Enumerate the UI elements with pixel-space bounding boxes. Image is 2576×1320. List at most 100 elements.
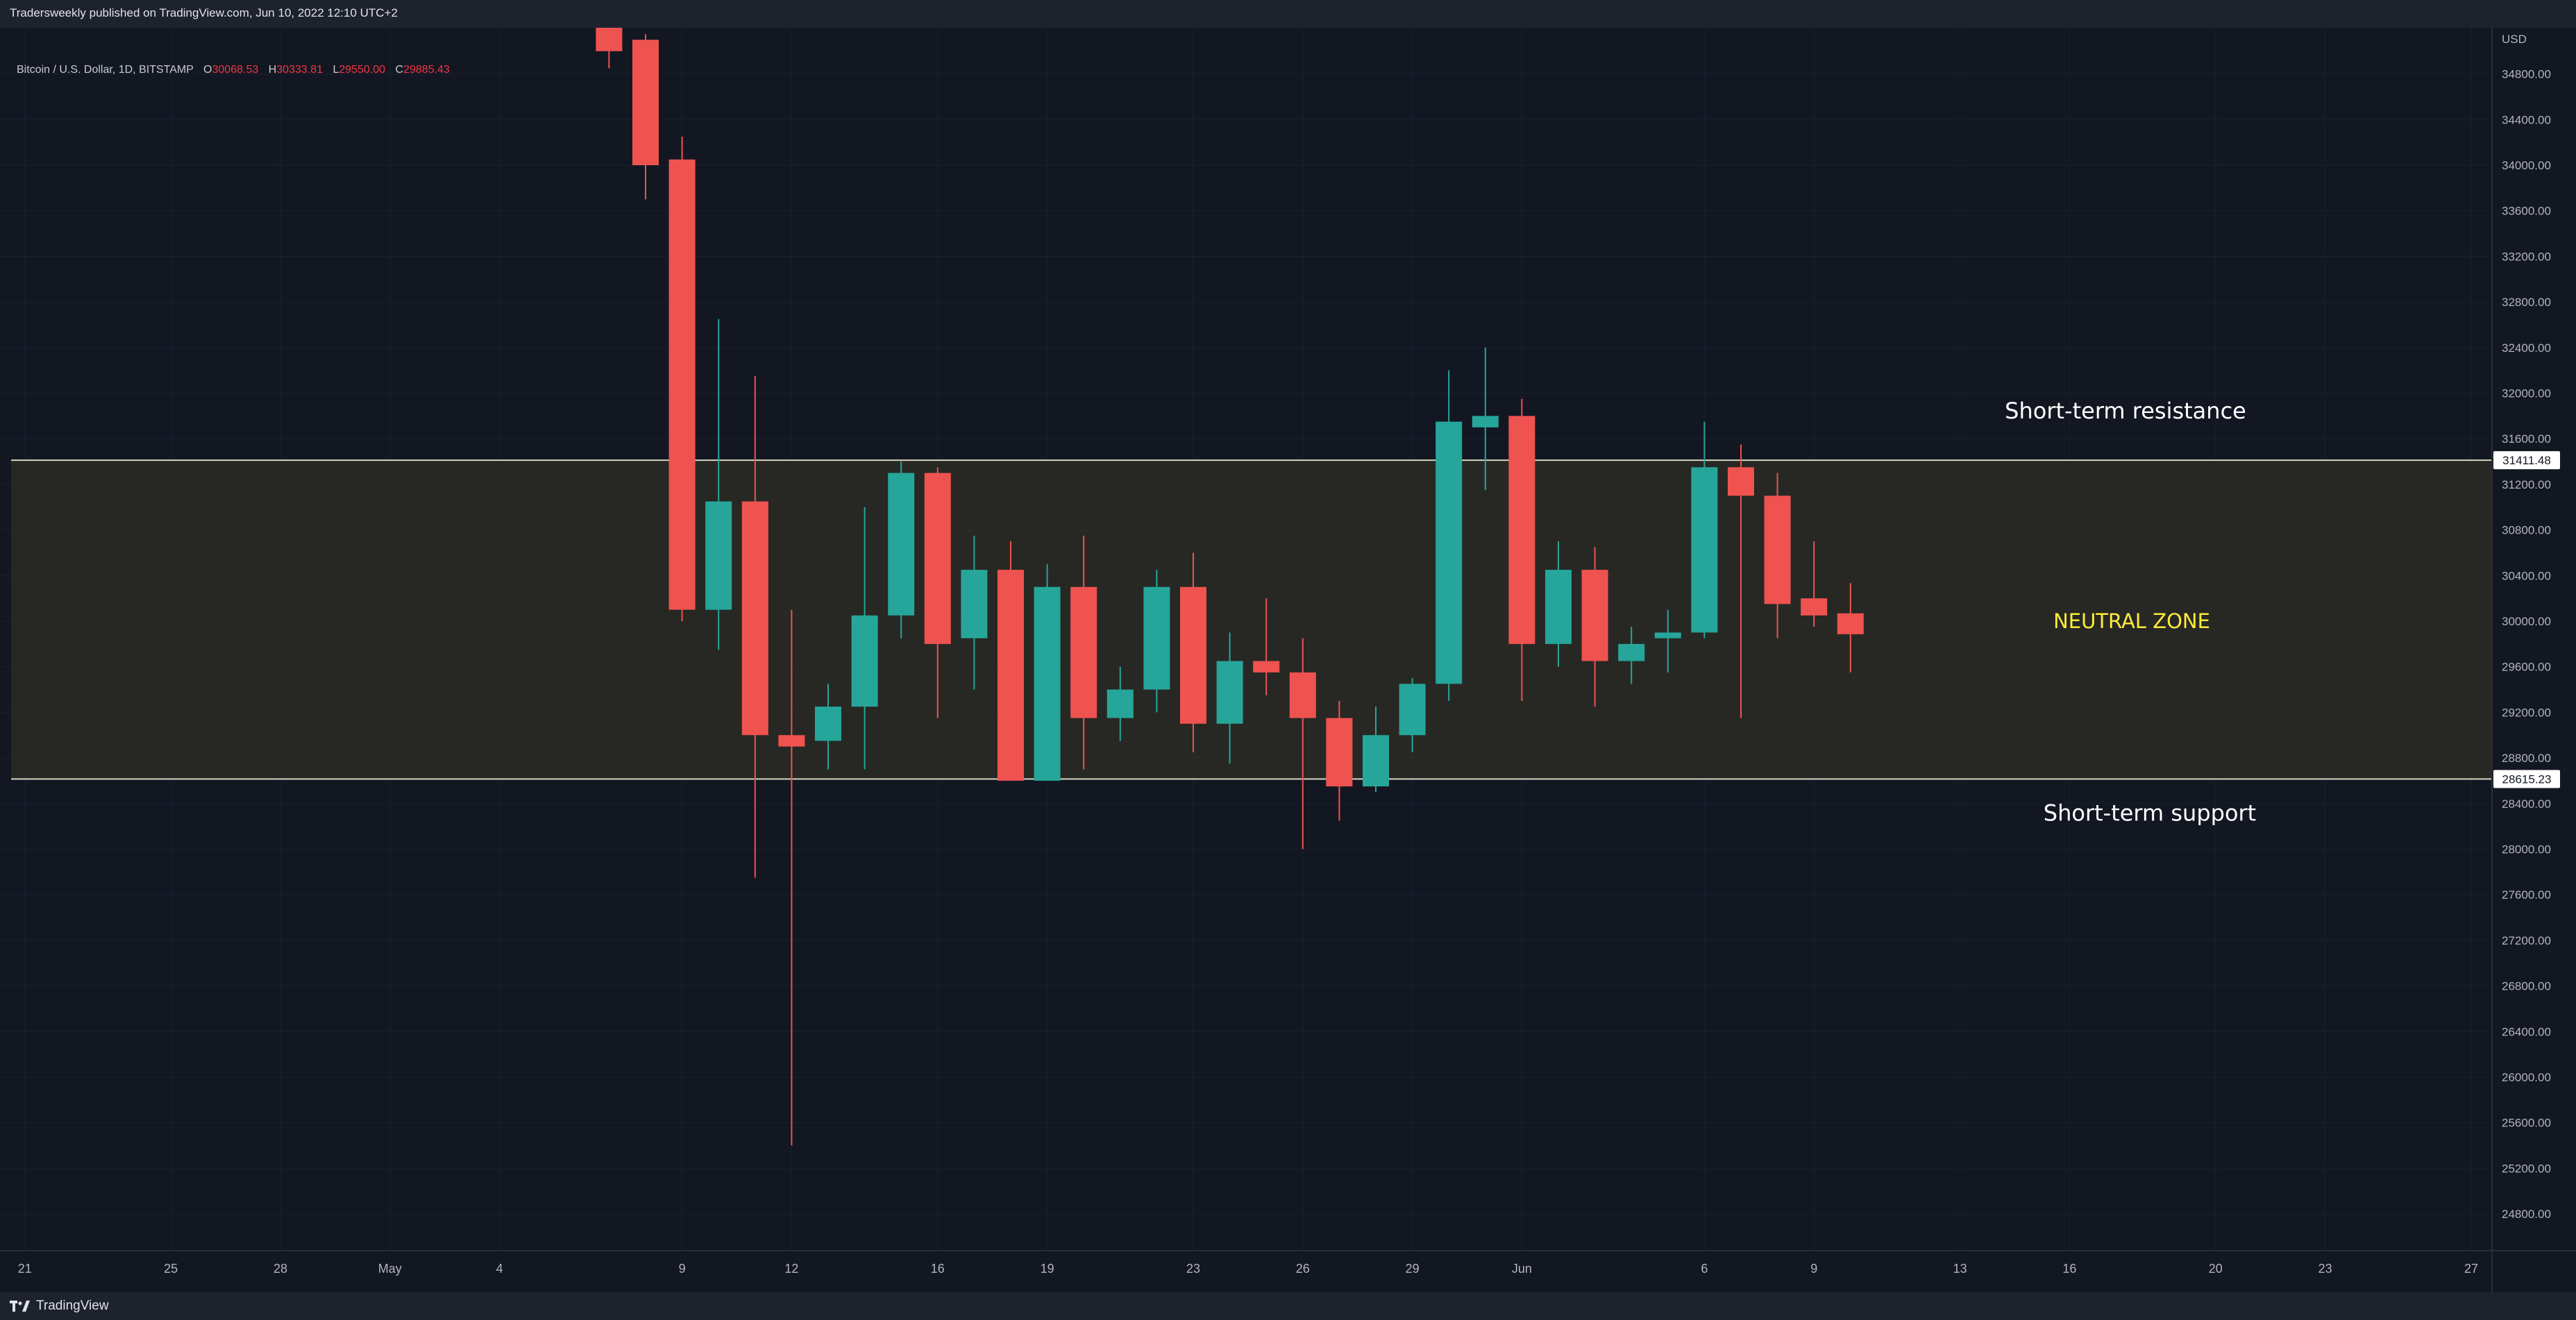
price-tick-label: 25600.00 [2502,1117,2551,1130]
candle-up [1143,570,1170,713]
publish-info: Tradersweekly published on TradingView.c… [10,6,398,19]
price-axis[interactable]: USD 24800.00 25200.00 25600.00 26000.00 26400… [2491,28,2576,1292]
candle-body [997,570,1024,781]
candle-body [1801,598,1828,616]
candle-body [1545,570,1572,644]
candle-down [1070,535,1097,770]
open-value: 30068.53 [212,64,259,76]
price-tick-label: 34000.00 [2502,159,2551,172]
price-tick-label: 31200.00 [2502,478,2551,491]
candle-body [1180,586,1206,724]
candlestick-chart[interactable]: USD 24800.00 25200.00 25600.00 26000.00 26400… [0,28,2576,1292]
candle-up [705,319,732,650]
candle-body [632,40,659,166]
candle-body [851,615,878,707]
price-tick-label: 29200.00 [2502,706,2551,719]
price-tick-label: 26000.00 [2502,1071,2551,1084]
time-tick-label: 9 [679,1262,686,1276]
price-tick-label: 33600.00 [2502,205,2551,218]
candle-down [1837,583,1864,672]
price-tick-label: 33200.00 [2502,250,2551,263]
candle-up [1545,541,1572,667]
annotations: Short-term resistance NEUTRAL ZONE Short-t… [2005,398,2256,826]
resistance-annotation: Short-term resistance [2005,398,2246,424]
candle-up [1691,421,1718,638]
close-label: C [395,64,404,76]
time-tick-label: 6 [1701,1262,1708,1276]
tradingview-brand[interactable]: TradingView [10,1296,109,1317]
tradingview-brand-text: TradingView [36,1298,109,1313]
price-tick-label: 31600.00 [2502,432,2551,446]
price-tick-label: 34400.00 [2502,113,2551,126]
time-tick-label: 9 [1810,1262,1817,1276]
high-label: H [268,64,277,76]
tradingview-logo-icon [10,1301,31,1312]
time-axis[interactable]: 21 25 28 May 4 9 12 16 19 23 26 29 Jun 6 9 13 16 20 23 27 [0,1250,2576,1276]
candle-body [1143,586,1170,690]
candle-down [1728,444,1754,718]
candle-down [668,136,696,621]
candle-body [596,28,623,51]
candle-body [778,735,805,747]
time-tick-label: 19 [1041,1262,1054,1276]
time-tick-label: May [378,1262,402,1276]
currency-label: USD [2502,33,2527,46]
candle-body [1399,684,1426,736]
time-tick-label: 20 [2209,1262,2223,1276]
time-tick-label: 16 [2062,1262,2076,1276]
candle-body [1034,586,1061,781]
low-value: 29550.00 [339,64,386,76]
candle-body [1764,496,1791,604]
candle-up [1654,609,1681,672]
price-tick-label: 30000.00 [2502,615,2551,628]
candle-down [1801,541,1828,627]
support-annotation: Short-term support [2044,799,2256,826]
candle-up [851,507,878,770]
symbol-label: Bitcoin / U.S. Dollar, 1D, BITSTAMP [17,64,194,76]
candle-body [1253,661,1280,672]
low-label: L [332,64,339,76]
candle-up [1034,564,1061,781]
candle-body [1691,467,1718,633]
time-tick-label: 21 [18,1262,32,1276]
support-price-label: 28615.23 [2502,772,2552,786]
resistance-price-tag [2493,451,2560,470]
time-tick-label: 23 [2318,1262,2332,1276]
candle-body [1363,735,1389,787]
time-tick-label: 4 [496,1262,503,1276]
ohlc-legend: Bitcoin / U.S. Dollar, 1D, BITSTAMP O300… [17,64,450,76]
price-tick-label: 28000.00 [2502,843,2551,856]
candle-body [1654,632,1681,638]
candle-up [1216,632,1243,764]
candle-body [1472,416,1499,428]
candle-body [1070,586,1097,718]
bottom-bar [0,1292,2576,1320]
candle-body [815,706,841,741]
candle-body [705,501,732,610]
time-tick-label: 29 [1406,1262,1420,1276]
candle-down [1508,398,1535,701]
price-tick-label: 27600.00 [2502,888,2551,902]
candle-body [888,473,915,616]
time-tick-label: 16 [931,1262,945,1276]
price-tick-label: 32000.00 [2502,387,2551,400]
candle-body [1106,689,1134,718]
candles [596,28,1864,1146]
support-price-tag [2493,770,2560,788]
candle-body [1216,661,1243,724]
time-tick-label: 25 [164,1262,178,1276]
candle-up [888,462,915,638]
candle-up [1436,370,1463,701]
candle-body [1508,416,1535,644]
candle-body [1289,672,1316,718]
price-tick-label: 28400.00 [2502,797,2551,811]
candle-down [632,34,659,200]
time-tick-label: 28 [273,1262,287,1276]
candle-body [1728,467,1754,496]
time-tick-label: 26 [1296,1262,1310,1276]
candle-up [815,684,841,770]
price-tick-label: 24800.00 [2502,1208,2551,1221]
chart-area[interactable]: USD 24800.00 25200.00 25600.00 26000.00 26400… [0,28,2576,1292]
candle-down [596,28,623,69]
candle-body [1837,613,1864,634]
